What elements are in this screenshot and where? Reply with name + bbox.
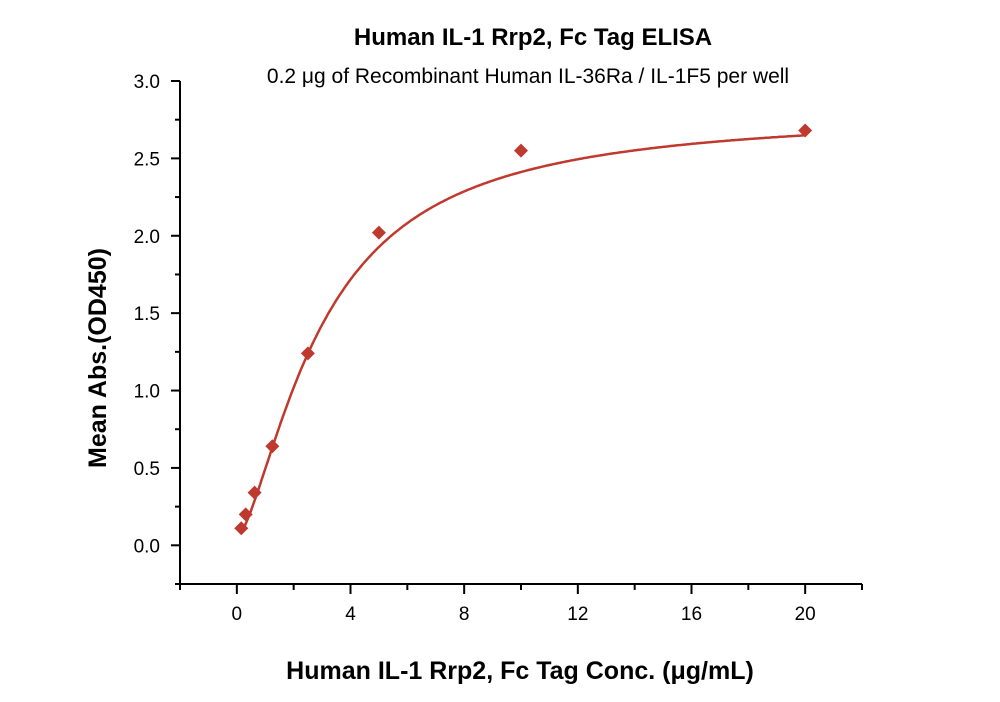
x-tick-label: 0 [232, 604, 243, 625]
y-axis-label: Mean Abs.(OD450) [84, 248, 112, 468]
data-point [265, 439, 280, 454]
data-point [247, 485, 262, 500]
y-tick-label: 1.5 [134, 304, 160, 325]
data-points [234, 123, 813, 536]
y-tick-label: 2.0 [134, 227, 160, 248]
x-tick-label: 16 [681, 604, 702, 625]
y-tick-labels: 0.0 0.5 1.0 1.5 2.0 2.5 3.0 [134, 72, 160, 557]
x-tick-label: 8 [459, 604, 470, 625]
x-tick-label: 12 [567, 604, 588, 625]
chart-subtitle: 0.2 μg of Recombinant Human IL-36Ra / IL… [267, 65, 789, 88]
data-point [300, 346, 315, 361]
y-tick-label: 0.5 [134, 459, 160, 480]
axes [171, 80, 863, 594]
y-tick-label: 2.5 [134, 149, 160, 170]
chart-title: Human IL-1 Rrp2, Fc Tag ELISA [354, 24, 712, 51]
data-point [238, 507, 253, 522]
x-tick-label: 4 [345, 604, 356, 625]
data-point [371, 225, 386, 240]
x-tick-label: 20 [795, 604, 816, 625]
fit-curve [240, 134, 806, 534]
x-axis-label: Human IL-1 Rrp2, Fc Tag Conc. (μg/mL) [286, 657, 754, 685]
data-point [798, 123, 813, 138]
x-tick-labels: 0 4 8 12 16 20 [232, 604, 816, 625]
data-point [234, 521, 249, 536]
data-point [514, 143, 528, 158]
y-tick-label: 0.0 [134, 536, 160, 557]
y-tick-label: 3.0 [134, 72, 160, 93]
y-tick-label: 1.0 [134, 382, 160, 403]
